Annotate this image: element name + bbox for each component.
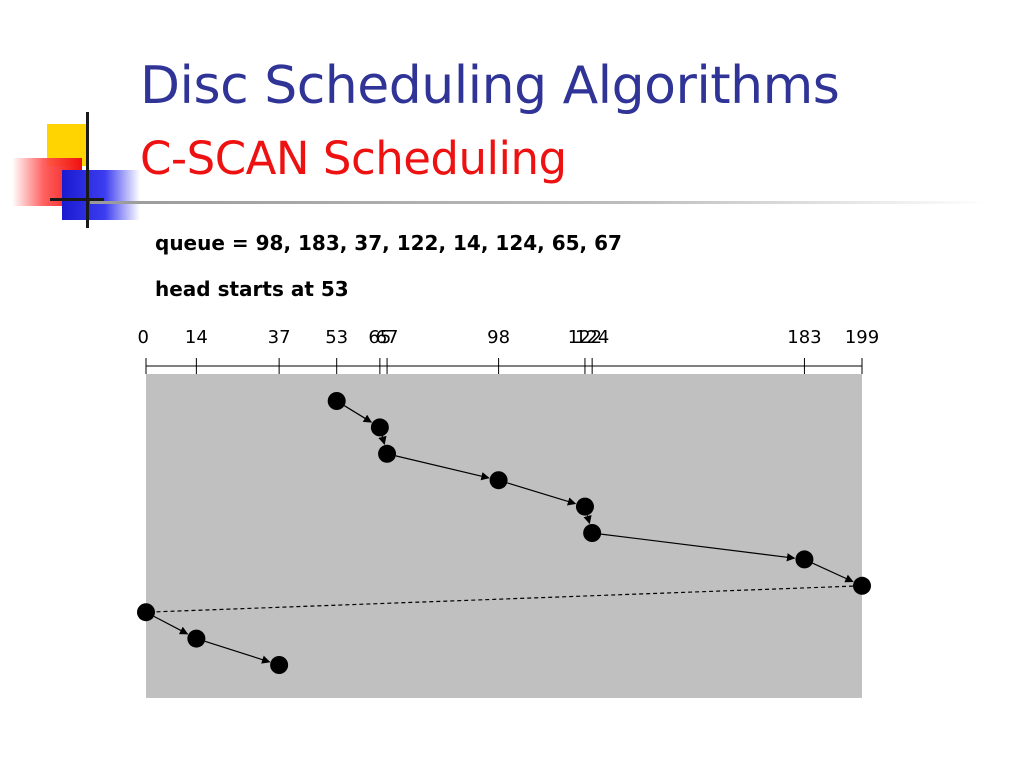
seek-arrow xyxy=(378,435,387,445)
request-point xyxy=(187,629,206,648)
request-point xyxy=(327,392,346,410)
decor-vertical-line xyxy=(86,112,89,228)
decor-horizontal-line xyxy=(50,198,104,201)
tick-label: 65 xyxy=(368,327,391,348)
tick-label: 124 xyxy=(575,327,609,348)
request-point xyxy=(795,550,814,569)
request-point xyxy=(583,524,602,542)
seek-arrow xyxy=(507,482,577,506)
request-points xyxy=(137,392,871,674)
tick-label: 199 xyxy=(845,327,879,348)
tick-label: 122 xyxy=(568,327,602,348)
request-point xyxy=(489,471,508,490)
seek-path xyxy=(153,405,854,664)
request-point xyxy=(853,576,871,595)
tick-label: 14 xyxy=(185,327,208,348)
tick-label: 67 xyxy=(376,327,399,348)
seek-arrow xyxy=(344,405,373,423)
seek-arrow xyxy=(812,562,854,583)
axis-ticks xyxy=(145,358,863,374)
wraparound-jump-line xyxy=(155,585,854,613)
decor-blue-gradient-square xyxy=(62,170,140,220)
seek-arrow xyxy=(601,533,796,562)
seek-arrow xyxy=(204,640,271,664)
tick-label: 98 xyxy=(487,327,510,348)
tick-label: 0 xyxy=(138,327,149,348)
tick-label: 183 xyxy=(787,327,821,348)
request-point xyxy=(575,497,594,516)
seek-arrow xyxy=(395,455,490,481)
tick-label: 37 xyxy=(268,327,291,348)
seek-arrow xyxy=(583,514,592,525)
title-underline-rule xyxy=(90,201,990,204)
request-point xyxy=(137,603,155,622)
head-start-text: head starts at 53 xyxy=(155,277,349,301)
request-point xyxy=(370,418,389,437)
slide-subtitle: C-SCAN Scheduling xyxy=(140,132,567,185)
track-area xyxy=(146,374,862,698)
request-point xyxy=(378,444,397,463)
tick-label: 53 xyxy=(325,327,348,348)
request-point xyxy=(270,656,289,674)
seek-arrow xyxy=(153,615,189,635)
slide-title: Disc Scheduling Algorithms xyxy=(140,56,840,116)
queue-text: queue = 98, 183, 37, 122, 14, 124, 65, 6… xyxy=(155,231,622,255)
